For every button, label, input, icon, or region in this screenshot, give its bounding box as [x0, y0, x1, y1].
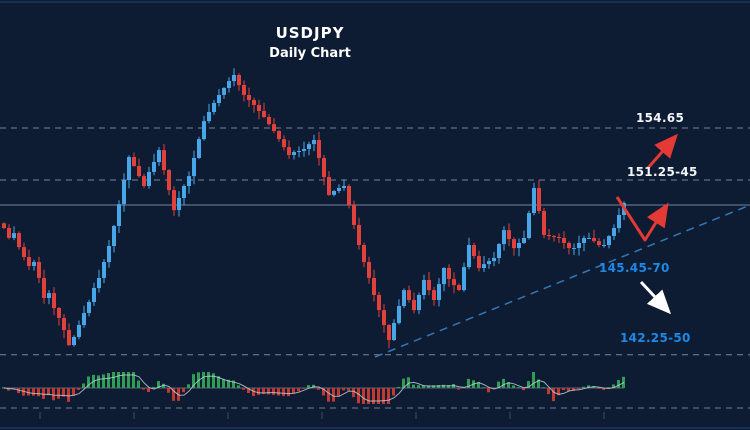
- annotation-arrow: [615, 196, 669, 242]
- annotation-arrow: [639, 280, 672, 315]
- candles: [2, 68, 626, 349]
- indicator-signal-line: [3, 374, 625, 402]
- annotation-arrow: [646, 133, 678, 169]
- indicator-histogram: [2, 372, 625, 404]
- support-trendline: [374, 204, 750, 358]
